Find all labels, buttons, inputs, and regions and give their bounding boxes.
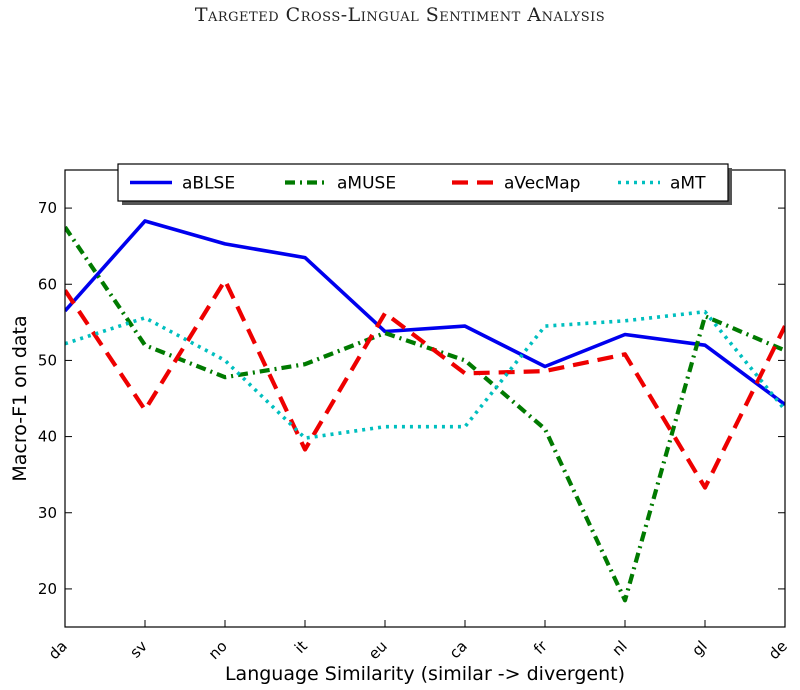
x-tick-label-no: no — [205, 637, 231, 663]
series-line-amuse — [65, 225, 785, 603]
x-tick-label-ca: ca — [446, 637, 471, 662]
legend-label-amuse: aMUSE — [337, 174, 396, 194]
plot-frame — [64, 169, 786, 628]
x-tick-label-nl: nl — [608, 637, 630, 659]
series-lines — [65, 219, 785, 603]
x-tick-label-de: de — [765, 637, 791, 663]
x-tick-label-it: it — [291, 637, 311, 657]
axis-ticks: 20 30 40 50 60 70 da sv no it eu ca fr nl gl de — [38, 170, 791, 663]
series-line-ablse — [65, 219, 785, 407]
legend: aBLSE aMUSE aVecMap aMT — [117, 163, 732, 205]
x-tick-label-sv: sv — [126, 637, 151, 662]
y-tick-label: 20 — [38, 580, 57, 598]
y-tick-label: 40 — [38, 428, 57, 446]
series-line-avecmap — [65, 278, 785, 490]
y-axis-title: Macro-F1 on data — [9, 315, 31, 481]
y-tick-label: 60 — [38, 275, 57, 293]
series-line-amt — [65, 309, 785, 440]
x-axis-title: Language Similarity (similar -> divergen… — [225, 663, 625, 685]
y-tick-label: 50 — [38, 351, 57, 369]
x-tick-label-da: da — [45, 637, 71, 663]
legend-label-avecmap: aVecMap — [504, 174, 580, 194]
page-header: Targeted Cross-Lingual Sentiment Analysi… — [194, 4, 606, 26]
legend-label-amt: aMT — [670, 174, 706, 194]
x-tick-label-gl: gl — [688, 637, 710, 659]
y-tick-label: 30 — [38, 504, 57, 522]
y-tick-label: 70 — [38, 199, 57, 217]
x-tick-label-eu: eu — [365, 637, 391, 663]
legend-label-ablse: aBLSE — [182, 174, 235, 194]
x-tick-label-fr: fr — [530, 637, 551, 658]
